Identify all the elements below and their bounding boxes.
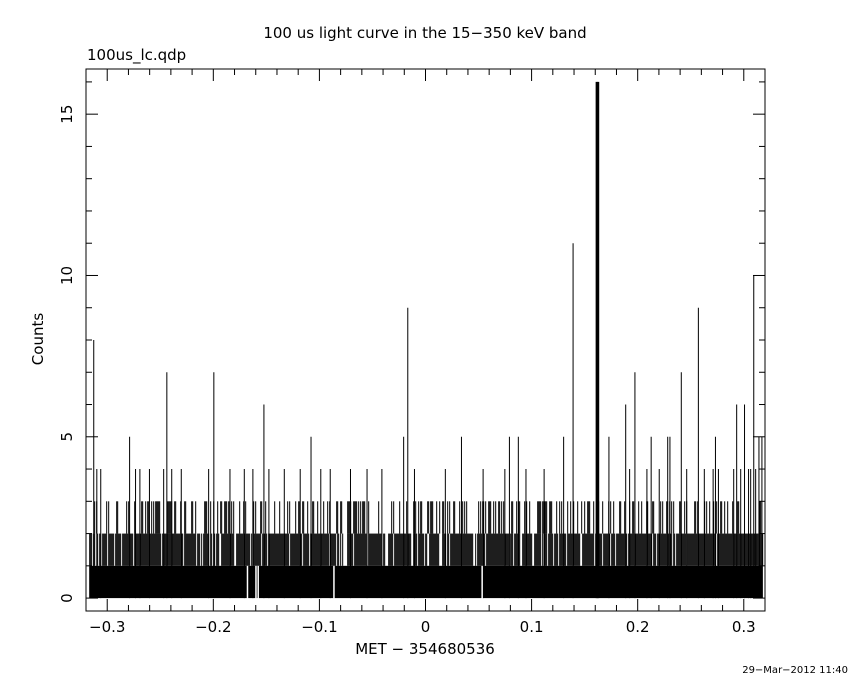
y-axis-label: Counts [29, 313, 47, 366]
x-tick-label: −0.3 [89, 618, 125, 636]
x-tick-label: 0.1 [520, 618, 544, 636]
chart-title: 100 us light curve in the 15−350 keV ban… [263, 24, 586, 42]
y-tick-label: 0 [58, 593, 76, 603]
y-tick-label: 10 [58, 266, 76, 285]
baseline-band [89, 565, 763, 599]
x-tick-label: −0.1 [301, 618, 337, 636]
x-tick-label: 0 [421, 618, 431, 636]
x-axis-label: MET − 354680536 [355, 640, 495, 658]
y-tick-label: 15 [58, 105, 76, 124]
x-tick-label: −0.2 [195, 618, 231, 636]
timestamp: 29−Mar−2012 11:40 [742, 665, 848, 676]
data-bars [89, 81, 764, 599]
x-tick-label: 0.2 [626, 618, 650, 636]
file-label: 100us_lc.qdp [87, 46, 186, 65]
x-tick-label: 0.3 [732, 618, 756, 636]
y-tick-label: 5 [58, 432, 76, 442]
axes: −0.3 −0.2 −0.1 0 0.1 0.2 0.3 0 5 10 15 [58, 68, 766, 636]
